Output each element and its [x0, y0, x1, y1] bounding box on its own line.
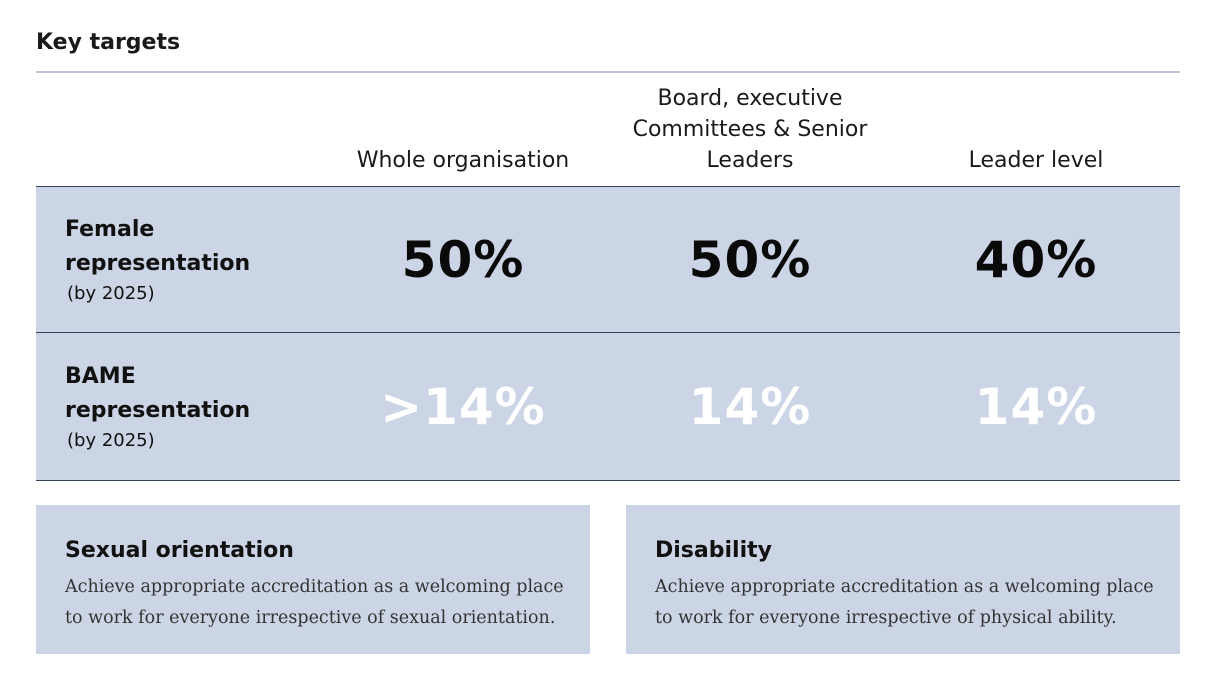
- title-divider: [36, 71, 1180, 73]
- row-label-note: (by 2025): [67, 430, 155, 451]
- column-header-label: Whole organisation: [356, 148, 570, 173]
- row-label: Female representation (by 2025): [65, 213, 305, 307]
- column-header-leader-level: Leader level: [916, 84, 1156, 176]
- page-title: Key targets: [36, 30, 181, 55]
- row-label-note: (by 2025): [67, 283, 155, 304]
- table-row-female-representation: Female representation (by 2025) 50% 50% …: [36, 187, 1180, 333]
- box-title: Sexual orientation: [65, 538, 294, 563]
- table-row-bame-representation: BAME representation (by 2025) >14% 14% 1…: [36, 333, 1180, 481]
- box-text: Achieve appropriate accreditation as a w…: [65, 577, 564, 628]
- column-header-whole-organisation: Whole organisation: [343, 84, 583, 176]
- box-title: Disability: [655, 538, 772, 563]
- value-board-executive: 50%: [688, 230, 812, 289]
- disability-box: Disability Achieve appropriate accredita…: [626, 505, 1180, 654]
- column-header-label: Board, executive Committees & Senior Lea…: [632, 86, 868, 173]
- row-label-main: Female representation: [65, 217, 251, 276]
- column-header-board-executive: Board, executive Committees & Senior Lea…: [630, 84, 870, 176]
- column-header-label: Leader level: [968, 148, 1104, 173]
- value-whole-organisation: 50%: [401, 230, 525, 289]
- row-label-main: BAME representation: [65, 364, 251, 423]
- value-leader-level: 40%: [974, 230, 1098, 289]
- box-text: Achieve appropriate accreditation as a w…: [655, 577, 1154, 628]
- value-whole-organisation: >14%: [380, 377, 546, 436]
- value-leader-level: 14%: [974, 377, 1098, 436]
- value-board-executive: 14%: [688, 377, 812, 436]
- sexual-orientation-box: Sexual orientation Achieve appropriate a…: [36, 505, 590, 654]
- row-label: BAME representation (by 2025): [65, 360, 305, 454]
- header-divider: [36, 186, 1180, 187]
